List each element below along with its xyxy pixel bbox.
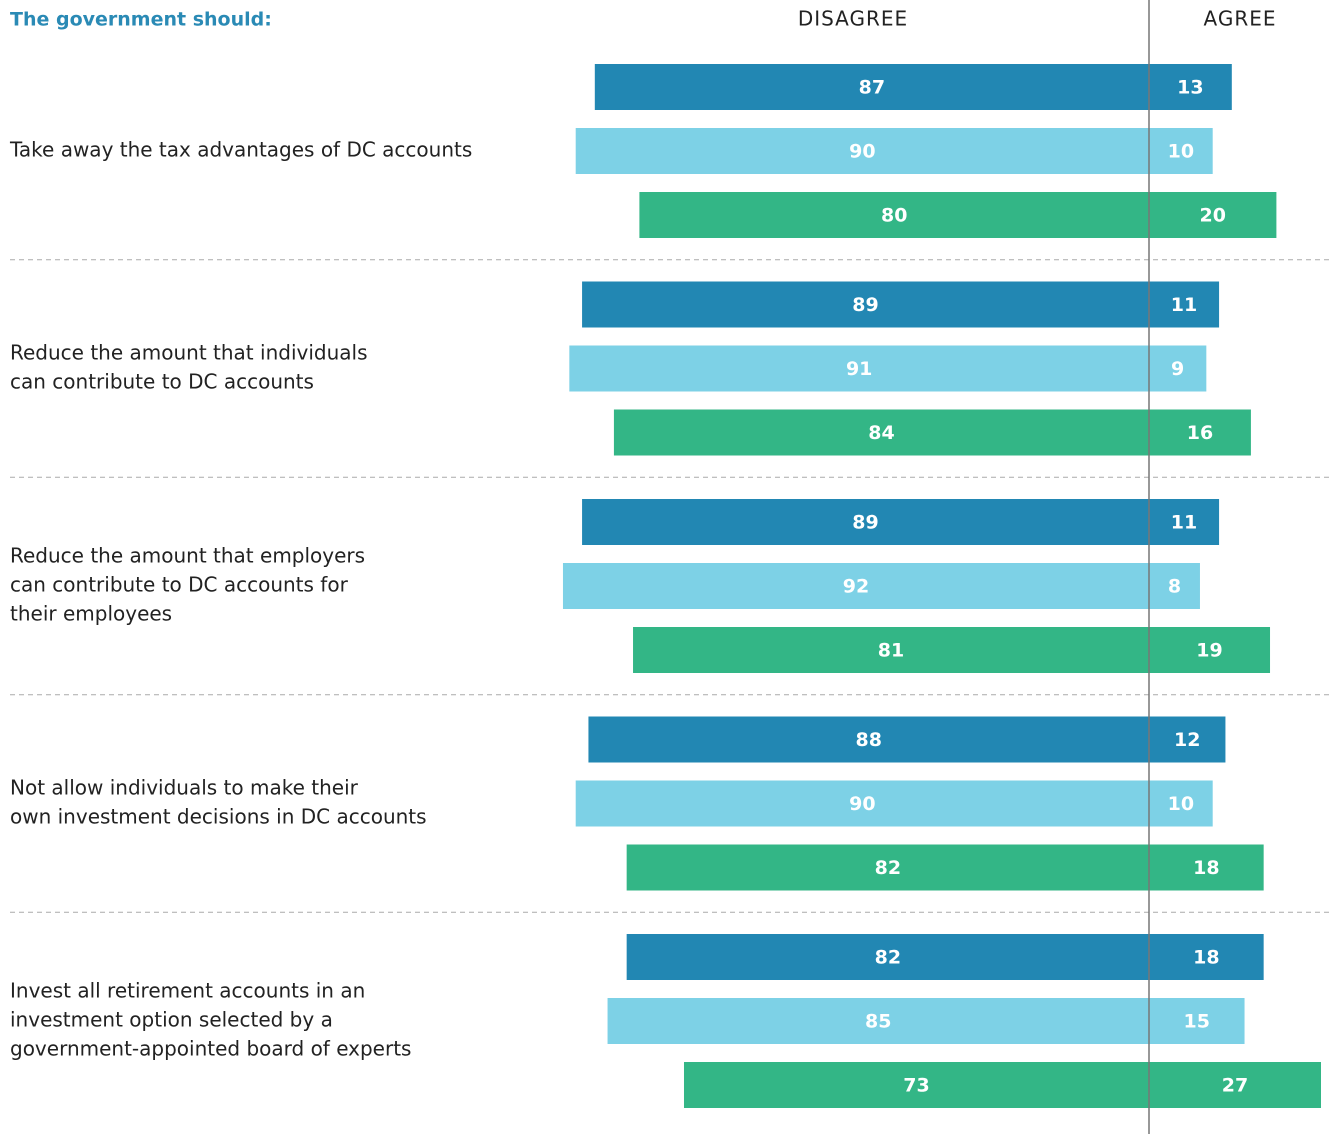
agree-bar bbox=[1149, 1062, 1321, 1108]
value-label: 11 bbox=[1171, 512, 1197, 534]
value-label: 82 bbox=[875, 857, 901, 879]
agree-bar bbox=[1149, 998, 1245, 1044]
agree-bar bbox=[1149, 64, 1232, 110]
value-label: 15 bbox=[1184, 1011, 1210, 1033]
value-label: 11 bbox=[1171, 294, 1197, 316]
left-label: DISAGREE bbox=[798, 7, 908, 31]
disagree-bar bbox=[569, 345, 1149, 392]
agree-bar bbox=[1149, 780, 1213, 827]
value-label: 92 bbox=[843, 576, 869, 598]
value-label: 80 bbox=[881, 205, 907, 227]
value-label: 9 bbox=[1171, 358, 1184, 380]
category-label: Reduce the amount that employers bbox=[10, 544, 365, 568]
value-label: 13 bbox=[1177, 77, 1203, 99]
agree-bar bbox=[1149, 499, 1220, 545]
value-label: 20 bbox=[1199, 205, 1225, 227]
value-label: 82 bbox=[875, 947, 901, 969]
disagree-bar bbox=[607, 998, 1149, 1044]
agree-bar bbox=[1149, 563, 1200, 609]
value-label: 16 bbox=[1187, 422, 1213, 444]
value-label: 90 bbox=[849, 141, 875, 163]
value-label: 89 bbox=[852, 294, 878, 316]
disagree-bar bbox=[582, 281, 1149, 328]
category-label: can contribute to DC accounts for bbox=[10, 573, 349, 597]
value-label: 10 bbox=[1168, 141, 1194, 163]
right-label: AGREE bbox=[1204, 7, 1277, 31]
value-label: 8 bbox=[1168, 576, 1181, 598]
category-label: Not allow individuals to make their bbox=[10, 776, 359, 800]
value-label: 18 bbox=[1193, 947, 1219, 969]
category-label: can contribute to DC accounts bbox=[10, 370, 314, 394]
agree-bar bbox=[1149, 192, 1277, 238]
disagree-bar bbox=[613, 409, 1149, 456]
agree-bar bbox=[1149, 409, 1251, 456]
category-label: Reduce the amount that individuals bbox=[10, 341, 368, 365]
agree-bar bbox=[1149, 281, 1220, 328]
agree-bar bbox=[1149, 627, 1271, 673]
agree-bar bbox=[1149, 934, 1264, 980]
disagree-bar bbox=[594, 64, 1149, 110]
value-label: 19 bbox=[1196, 640, 1222, 662]
value-label: 87 bbox=[859, 77, 885, 99]
value-label: 90 bbox=[849, 793, 875, 815]
agree-bar bbox=[1149, 844, 1264, 891]
disagree-bar bbox=[626, 844, 1149, 891]
value-label: 88 bbox=[855, 729, 881, 751]
value-label: 91 bbox=[846, 358, 872, 380]
agree-bar bbox=[1149, 716, 1226, 763]
disagree-bar bbox=[683, 1062, 1149, 1108]
value-label: 81 bbox=[878, 640, 904, 662]
disagree-bar bbox=[626, 934, 1149, 980]
value-label: 12 bbox=[1174, 729, 1200, 751]
value-label: 18 bbox=[1193, 857, 1219, 879]
value-label: 85 bbox=[865, 1011, 891, 1033]
value-label: 84 bbox=[868, 422, 894, 444]
chart-title: The government should: bbox=[10, 9, 272, 31]
category-label: government-appointed board of experts bbox=[10, 1037, 411, 1061]
category-label: Take away the tax advantages of DC accou… bbox=[9, 138, 472, 162]
category-label: Invest all retirement accounts in an bbox=[10, 979, 365, 1003]
value-label: 27 bbox=[1222, 1075, 1248, 1097]
agree-bar bbox=[1149, 345, 1207, 392]
value-label: 73 bbox=[903, 1075, 929, 1097]
agree-bar bbox=[1149, 128, 1213, 174]
disagree-bar bbox=[582, 499, 1149, 545]
category-label: own investment decisions in DC accounts bbox=[10, 805, 427, 829]
disagree-bar bbox=[588, 716, 1149, 763]
category-label: their employees bbox=[10, 602, 172, 626]
value-label: 10 bbox=[1168, 793, 1194, 815]
value-label: 89 bbox=[852, 512, 878, 534]
disagree-bar bbox=[562, 563, 1149, 609]
disagree-bar bbox=[633, 627, 1149, 673]
disagree-bar bbox=[575, 128, 1149, 174]
disagree-bar bbox=[639, 192, 1149, 238]
disagree-bar bbox=[575, 780, 1149, 827]
category-label: investment option selected by a bbox=[10, 1008, 333, 1032]
